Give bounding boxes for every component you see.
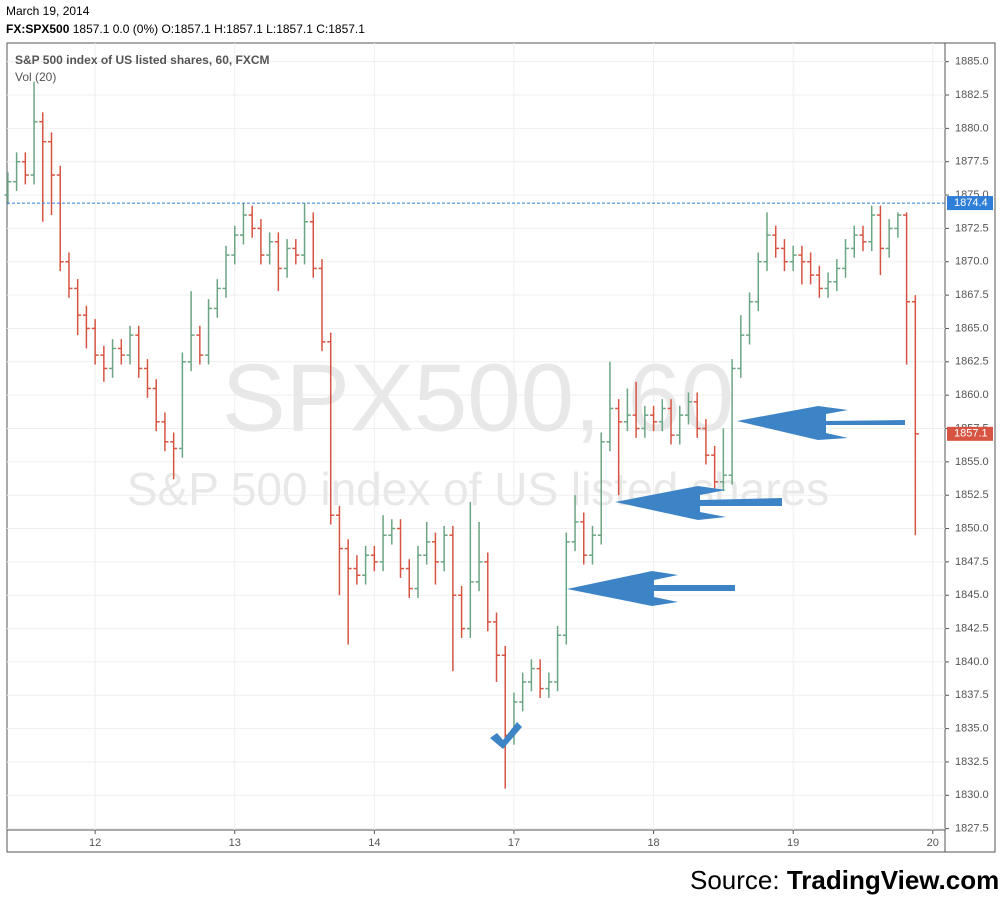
source: Source: TradingView.com — [690, 865, 999, 895]
x-tick-label: 17 — [508, 837, 520, 849]
x-tick-label: 18 — [647, 837, 659, 849]
price-line-label-bg — [947, 196, 993, 211]
y-tick-label: 1860.0 — [955, 389, 989, 401]
axes: 1827.5 1830.0 1832.5 1835.0 1837.5 1840.0 1842… — [7, 56, 993, 849]
frame — [6, 42, 996, 853]
y-tick-label: 1830.0 — [955, 789, 989, 801]
x-tick-label: 12 — [89, 837, 101, 849]
y-tick-label: 1877.5 — [955, 156, 989, 168]
y-tick-label: 1872.5 — [955, 222, 989, 234]
y-tick-label: 1845.0 — [955, 589, 989, 601]
y-tick-label: 1832.5 — [955, 756, 989, 768]
x-tick-label: 14 — [368, 837, 380, 849]
indicator: Vol (20) — [15, 70, 56, 84]
annotations — [490, 406, 905, 749]
y-tick-label: 1865.0 — [955, 322, 989, 334]
price-line-label: 1874.4 — [954, 197, 988, 209]
y-tick-label: 1840.0 — [955, 656, 989, 668]
y-tick-label: 1880.0 — [955, 122, 989, 134]
symbol: FX:SPX500 — [6, 22, 70, 36]
x-tick-label: 20 — [927, 837, 939, 849]
y-tick-label: 1837.5 — [955, 689, 989, 701]
source-prefix: Source: — [690, 865, 780, 895]
legend-title: S&P 500 index of US listed shares, 60, F… — [15, 53, 270, 67]
date: March 19, 2014 — [6, 4, 90, 18]
y-tick-label: 1862.5 — [955, 356, 989, 368]
y-tick-label: 1827.5 — [955, 823, 989, 835]
last-price-label-bg — [947, 426, 993, 441]
grid — [7, 43, 945, 830]
y-tick-label: 1870.0 — [955, 256, 989, 268]
arrow — [567, 571, 735, 606]
x-tick-label: 19 — [787, 837, 799, 849]
source-site: TradingView.com — [787, 865, 999, 895]
x-tick-label: 13 — [229, 837, 241, 849]
arrow — [737, 406, 905, 440]
bars — [4, 81, 919, 789]
y-tick-label: 1882.5 — [955, 89, 989, 101]
y-tick-label: 1847.5 — [955, 556, 989, 568]
watermark: SPX500, 60 — [222, 344, 734, 451]
last-price-label: 1857.1 — [954, 428, 988, 440]
quote: 1857.1 0.0 (0%) O:1857.1 H:1857.1 L:1857… — [73, 22, 366, 36]
check-mark — [490, 722, 522, 749]
y-tick-label: 1855.0 — [955, 456, 989, 468]
arrow — [615, 486, 782, 520]
y-tick-label: 1885.0 — [955, 56, 989, 68]
y-tick-label: 1852.5 — [955, 489, 989, 501]
y-tick-label: 1835.0 — [955, 723, 989, 735]
y-tick-label: 1850.0 — [955, 522, 989, 534]
quote-line: FX:SPX500 1857.1 0.0 (0%) O:1857.1 H:185… — [6, 22, 365, 36]
y-tick-label: 1842.5 — [955, 622, 989, 634]
y-tick-label: 1867.5 — [955, 289, 989, 301]
